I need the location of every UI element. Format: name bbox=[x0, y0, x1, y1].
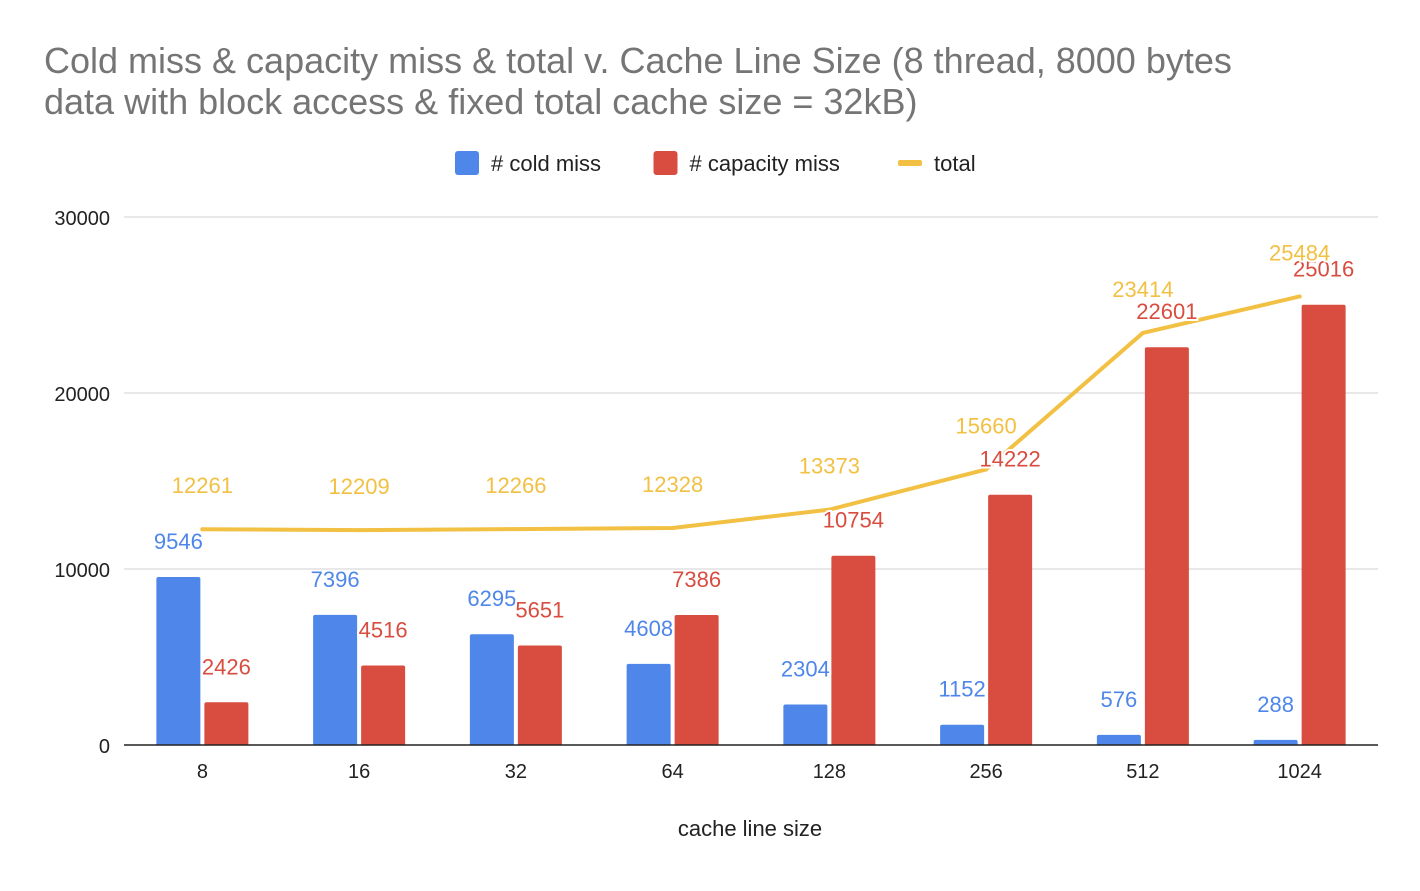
total-value-label: 12209 bbox=[329, 474, 390, 499]
bar-value-label: 22601 bbox=[1136, 299, 1197, 324]
bar-cold-miss-16 bbox=[313, 614, 358, 745]
total-point bbox=[513, 527, 518, 532]
legend: # cold miss # capacity miss total bbox=[455, 151, 976, 176]
legend-label: # cold miss bbox=[491, 151, 601, 176]
bar-value-label: 9546 bbox=[154, 529, 203, 554]
bar-value-label: 2304 bbox=[781, 656, 830, 681]
x-tick-label: 32 bbox=[505, 761, 527, 783]
legend-label: # capacity miss bbox=[690, 151, 840, 176]
gridlines bbox=[124, 216, 1378, 570]
total-value-label: 13373 bbox=[799, 454, 860, 479]
legend-swatch bbox=[898, 160, 922, 166]
total-point bbox=[1297, 294, 1302, 299]
x-tick-label: 64 bbox=[662, 761, 684, 783]
y-tick-label: 30000 bbox=[54, 208, 110, 230]
bar-cold-miss-256 bbox=[940, 724, 985, 745]
bar-value-label: 1152 bbox=[938, 677, 985, 702]
total-line bbox=[200, 294, 1302, 533]
legend-swatch bbox=[653, 151, 678, 175]
total-value-label: 23414 bbox=[1112, 277, 1173, 302]
bar-value-label: 576 bbox=[1101, 687, 1138, 712]
bar-value-label: 6295 bbox=[467, 586, 516, 611]
x-tick-label: 128 bbox=[813, 761, 846, 783]
x-tick-label: 16 bbox=[348, 761, 370, 783]
legend-label: total bbox=[934, 151, 976, 176]
bar-capacity-miss-64 bbox=[674, 615, 719, 745]
chart-title-line-1: Cold miss & capacity miss & total v. Cac… bbox=[44, 40, 1232, 81]
total-line-layer bbox=[200, 294, 1302, 533]
bar-cold-miss-64 bbox=[626, 663, 671, 745]
y-tick-label: 0 bbox=[99, 736, 110, 758]
legend-swatch bbox=[455, 151, 479, 175]
chart-title-line-2: data with block access & fixed total cac… bbox=[44, 81, 917, 122]
bar-value-label: 4516 bbox=[359, 618, 408, 643]
bar-value-label: 5651 bbox=[515, 598, 564, 623]
bar-value-label: 7386 bbox=[672, 567, 721, 592]
total-value-label: 12261 bbox=[172, 473, 233, 498]
y-axis: 0 10000 20000 30000 bbox=[54, 208, 110, 758]
bar-capacity-miss-256 bbox=[988, 494, 1033, 745]
bar-value-label: 10754 bbox=[823, 508, 884, 533]
bar-cold-miss-32 bbox=[469, 634, 514, 745]
y-tick-label: 10000 bbox=[54, 560, 110, 582]
total-value-label: 25484 bbox=[1269, 240, 1330, 265]
total-point bbox=[670, 526, 675, 531]
bar-cold-miss-8 bbox=[156, 576, 201, 745]
total-value-label: 15660 bbox=[956, 413, 1017, 438]
total-point bbox=[827, 507, 832, 512]
bar-value-label: 25016 bbox=[1293, 257, 1354, 282]
bar-value-label: 2426 bbox=[202, 654, 251, 679]
x-tick-label: 8 bbox=[197, 761, 208, 783]
bar-value-label: 7396 bbox=[311, 567, 360, 592]
x-axis-title: cache line size bbox=[678, 816, 822, 841]
total-point bbox=[984, 467, 989, 472]
data-labels: 9546 2426 7396 4516 6295 5651 4608 7386 2304 1075… bbox=[152, 238, 1356, 718]
bar-capacity-miss-128 bbox=[831, 555, 876, 745]
y-tick-label: 20000 bbox=[54, 384, 110, 406]
x-tick-label: 256 bbox=[969, 761, 1002, 783]
bar-cold-miss-1024 bbox=[1253, 739, 1298, 745]
total-value-label: 12266 bbox=[485, 473, 546, 498]
total-value-label: 12328 bbox=[642, 472, 703, 497]
bar-value-label: 4608 bbox=[624, 616, 673, 641]
total-point bbox=[1140, 330, 1145, 335]
bar-capacity-miss-16 bbox=[361, 665, 406, 745]
bar-value-label: 14222 bbox=[980, 447, 1041, 472]
bar-capacity-miss-512 bbox=[1144, 347, 1189, 745]
bar-capacity-miss-1024 bbox=[1301, 304, 1346, 745]
bar-capacity-miss-8 bbox=[204, 702, 249, 745]
bar-value-label: 288 bbox=[1257, 692, 1294, 717]
bar-cold-miss-512 bbox=[1096, 734, 1141, 745]
bar-capacity-miss-32 bbox=[517, 645, 562, 745]
bars bbox=[156, 304, 1346, 745]
total-point bbox=[357, 528, 362, 533]
total-point bbox=[200, 527, 205, 532]
x-tick-label: 512 bbox=[1126, 761, 1159, 783]
bar-cold-miss-128 bbox=[783, 704, 828, 745]
x-axis: 8 16 32 64 128 256 512 1024 bbox=[124, 744, 1378, 783]
x-tick-label: 1024 bbox=[1277, 761, 1322, 783]
